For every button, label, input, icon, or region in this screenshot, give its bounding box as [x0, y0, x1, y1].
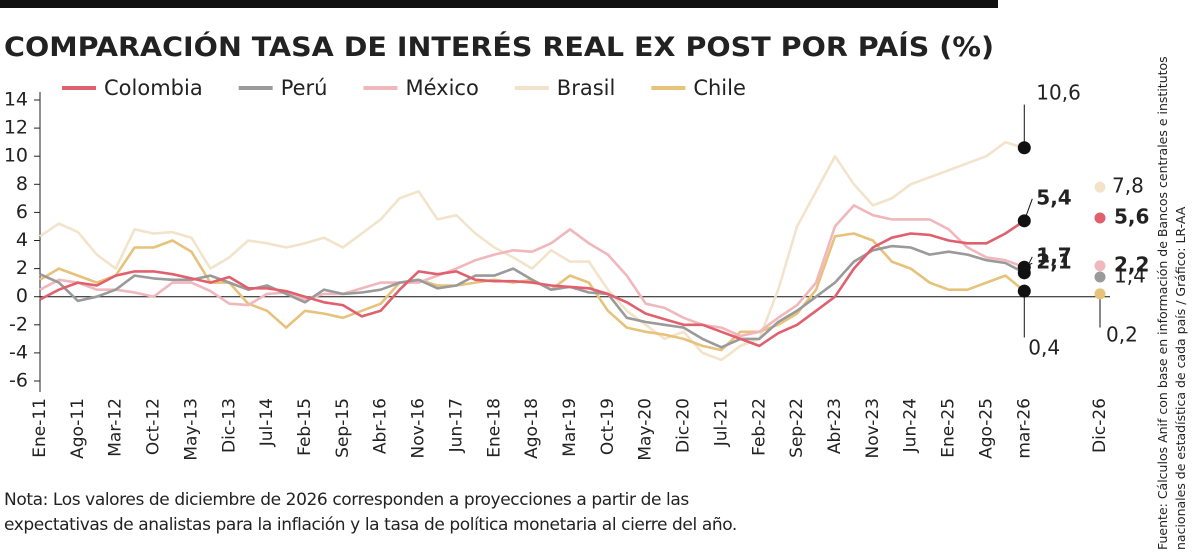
value-label: 1,7 — [1036, 243, 1071, 267]
x-tick-label: Ene-11 — [30, 398, 50, 458]
value-label: 2,1 — [1036, 250, 1071, 274]
x-tick-label: Sep-15 — [333, 398, 353, 458]
x-tick-label: Abr-23 — [825, 398, 845, 454]
y-tick-label: 14 — [4, 89, 28, 111]
x-tick-label: Oct-12 — [144, 398, 164, 455]
x-tick-label: Dic-26 — [1090, 398, 1110, 453]
note: Nota: Los valores de diciembre de 2026 c… — [4, 490, 737, 535]
x-tick-label: mar-26 — [1014, 398, 1034, 459]
x-tick-label: Abr-16 — [371, 398, 391, 454]
projection-dot — [1094, 260, 1106, 272]
legend-label: México — [405, 76, 478, 100]
x-tick-label: Mar-19 — [560, 398, 580, 457]
value-label: 5,6 — [1114, 205, 1149, 229]
y-tick-label: 0 — [16, 285, 28, 307]
source: Fuente: Cálculos Anif con base en inform… — [1155, 56, 1188, 550]
value-label: 0,4 — [1028, 336, 1060, 360]
x-tick-label: Ene-25 — [939, 398, 959, 458]
end-dot — [1017, 214, 1031, 228]
series-line — [40, 205, 1100, 336]
projection-dot — [1094, 212, 1106, 224]
series-line — [40, 142, 1100, 360]
top-bar — [0, 0, 998, 8]
series-line — [40, 218, 1100, 346]
x-tick-label: Jul-21 — [711, 398, 731, 447]
x-tick-label: May-20 — [636, 398, 656, 461]
legend-label: Perú — [281, 76, 328, 100]
x-tick-label: May-13 — [181, 398, 201, 461]
chart-title: COMPARACIÓN TASA DE INTERÉS REAL EX POST… — [4, 31, 994, 63]
x-tick-label: Feb-22 — [749, 398, 769, 456]
y-tick-label: -4 — [9, 341, 28, 363]
x-tick-label: Ago-18 — [522, 398, 542, 459]
legend-label: Colombia — [104, 76, 203, 100]
end-dot — [1017, 266, 1031, 280]
x-tick-label: Mar-12 — [106, 398, 126, 457]
note-box: Nota: Los valores de diciembre de 2026 c… — [4, 490, 737, 535]
legend-label: Brasil — [557, 76, 616, 100]
projection-dot — [1094, 181, 1106, 193]
value-label: 2,2 — [1114, 252, 1149, 276]
end-dot — [1017, 284, 1031, 298]
x-tick-label: Nov-23 — [863, 398, 883, 459]
x-tick-label: Dic-13 — [219, 398, 239, 453]
x-tick-label: Ene-18 — [484, 398, 504, 458]
end-dot — [1017, 141, 1031, 155]
y-tick-label: 12 — [4, 117, 28, 139]
legend-label: Chile — [693, 76, 746, 100]
y-tick-label: 2 — [16, 257, 28, 279]
source-box: Fuente: Cálculos Anif con base en inform… — [1155, 56, 1188, 550]
x-tick-label: Oct-19 — [598, 398, 618, 455]
x-tick-label: Sep-22 — [787, 398, 807, 458]
value-label: 7,8 — [1112, 174, 1144, 198]
value-label: 10,6 — [1036, 80, 1081, 104]
value-label: 1,4 — [1114, 264, 1146, 288]
x-tick-label: Ago-25 — [976, 398, 996, 459]
x-tick-label: Jun-24 — [901, 398, 921, 453]
y-tick-label: 10 — [4, 145, 28, 167]
y-tick-label: -6 — [9, 370, 28, 392]
y-tick-label: 8 — [16, 173, 28, 195]
x-tick-label: Feb-15 — [295, 398, 315, 456]
y-tick-label: -2 — [9, 313, 28, 335]
projection-dot — [1094, 288, 1106, 300]
x-tick-label: Jun-17 — [446, 398, 466, 453]
projection-dot — [1094, 271, 1106, 283]
x-tick-label: Dic-20 — [674, 398, 694, 453]
x-tick-label: Ago-11 — [68, 398, 88, 459]
value-label: 0,2 — [1106, 322, 1138, 346]
y-tick-label: 4 — [16, 229, 28, 251]
x-tick-label: Nov-16 — [409, 398, 429, 459]
x-tick-label: Jul-14 — [257, 398, 277, 447]
value-label: 5,4 — [1036, 185, 1071, 209]
y-tick-label: 6 — [16, 201, 28, 223]
